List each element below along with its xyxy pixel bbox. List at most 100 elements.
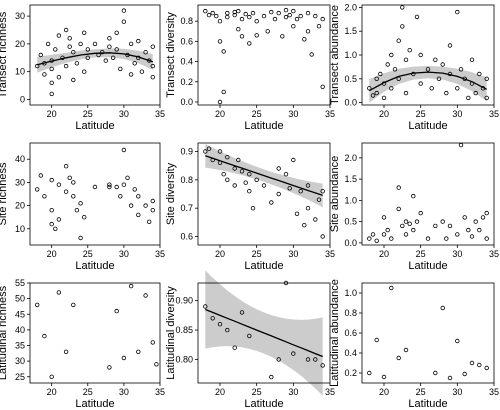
data-point — [374, 238, 379, 243]
y-tick-label: 40 — [15, 325, 25, 335]
data-point — [67, 175, 72, 180]
data-point — [143, 50, 148, 55]
data-point — [477, 227, 482, 233]
data-point — [313, 357, 318, 362]
data-point — [484, 76, 489, 81]
data-point — [381, 232, 387, 237]
x-tick-label: 30 — [288, 387, 298, 397]
data-point — [114, 30, 119, 35]
data-point — [203, 304, 208, 309]
data-point — [146, 58, 152, 63]
data-point — [56, 217, 62, 222]
data-point — [247, 188, 252, 194]
data-point — [225, 154, 230, 160]
data-point — [121, 8, 127, 13]
x-tick-label: 30 — [288, 109, 298, 119]
data-point — [56, 290, 62, 295]
data-point — [125, 175, 130, 180]
x-tick-label: 25 — [252, 109, 262, 119]
data-point — [462, 371, 467, 377]
data-point — [121, 182, 127, 187]
data-point — [236, 27, 241, 32]
data-point — [247, 14, 252, 20]
y-tick-label: 10 — [15, 67, 25, 77]
data-point — [136, 194, 141, 199]
data-point — [45, 41, 51, 47]
y-tick-label: 0.0 — [344, 238, 357, 248]
data-point — [389, 86, 394, 91]
y-tick-label: 2.0 — [344, 2, 357, 12]
data-point — [283, 14, 289, 20]
data-point — [136, 38, 141, 44]
data-point — [291, 8, 296, 14]
y-axis-title: Site abundance — [329, 156, 341, 232]
data-point — [146, 219, 152, 224]
data-point — [38, 173, 43, 178]
x-tick-label: 35 — [325, 109, 335, 119]
data-point — [283, 171, 289, 177]
data-point — [221, 89, 226, 95]
data-point — [403, 347, 409, 353]
y-tick-label: 0.6 — [344, 328, 357, 338]
data-point — [53, 47, 58, 52]
data-point — [150, 74, 155, 80]
data-point — [477, 362, 482, 368]
x-tick-label: 20 — [215, 249, 225, 259]
data-point — [203, 8, 208, 14]
data-point — [236, 8, 241, 14]
plot-frame — [197, 282, 331, 384]
data-point — [320, 234, 325, 239]
y-tick-label: 0.8 — [180, 16, 193, 26]
data-point — [480, 86, 486, 91]
data-point — [316, 24, 322, 29]
data-point — [374, 76, 379, 81]
x-axis-title: Latitude — [408, 398, 447, 410]
data-point — [114, 308, 119, 314]
data-point — [396, 76, 401, 81]
data-point — [92, 41, 98, 47]
x-tick-label: 35 — [325, 249, 335, 259]
data-point — [35, 63, 40, 69]
data-point — [143, 293, 148, 298]
x-axis-title: Latitude — [244, 398, 283, 410]
y-tick-label: 0.4 — [180, 57, 193, 67]
x-tick-label: 30 — [452, 249, 462, 259]
y-tick-label: 45 — [15, 309, 25, 319]
data-point — [433, 223, 438, 229]
data-point — [291, 157, 296, 163]
data-point — [150, 207, 155, 213]
data-point — [132, 187, 137, 192]
data-point — [283, 7, 289, 13]
y-axis-title: Site richness — [0, 162, 9, 225]
y-tick-label: 10 — [15, 224, 25, 234]
data-point — [305, 10, 311, 16]
data-point — [444, 236, 449, 241]
data-point — [71, 77, 76, 83]
data-point — [118, 66, 123, 72]
data-point — [261, 13, 267, 19]
x-axis-title: Latitude — [408, 120, 447, 132]
data-point — [107, 365, 112, 370]
data-point — [316, 197, 322, 202]
data-point — [466, 95, 471, 101]
data-point — [269, 374, 274, 380]
data-point — [440, 219, 445, 224]
data-point — [60, 55, 65, 60]
data-point — [429, 86, 434, 91]
data-point — [42, 72, 47, 77]
data-point — [440, 62, 445, 67]
data-point — [280, 34, 285, 39]
data-point — [367, 236, 372, 241]
panel-p33: 20 25 30 35 0.2 0.4 0.6 0.8 1.0 Latitude Latitudin… — [329, 279, 499, 410]
data-point — [71, 50, 76, 55]
data-point — [484, 210, 489, 216]
data-point — [484, 365, 489, 371]
data-point — [458, 142, 464, 148]
data-point — [239, 16, 245, 22]
data-point — [418, 52, 423, 58]
data-point — [276, 10, 281, 16]
data-point — [484, 95, 489, 101]
data-point — [217, 99, 223, 105]
panel-p23: 20 25 30 35 0.0 0.5 1.0 1.5 2.0 Latitude Site abun… — [329, 142, 499, 272]
data-point — [49, 66, 54, 72]
